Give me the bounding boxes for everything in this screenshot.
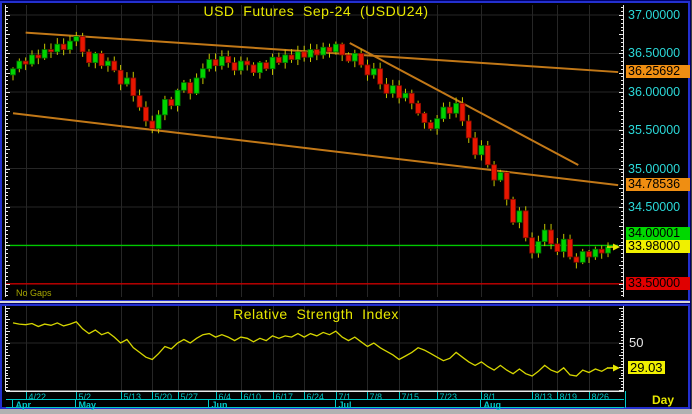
date-tick-label: 7/8: [369, 392, 383, 402]
support-line-price-badge: 34.00001: [626, 226, 690, 240]
date-tick-label: 8/19: [559, 392, 578, 402]
month-label: Aug: [483, 399, 502, 410]
date-tick-label: 5/2: [78, 392, 92, 402]
date-tick-label: 5/20: [154, 392, 173, 402]
lower-trendline-price-badge: 34.78536: [626, 178, 690, 192]
timeframe-button[interactable]: Day: [652, 393, 675, 407]
date-tick-label: 5/13: [123, 392, 142, 402]
date-tick-label: 8/26: [591, 392, 610, 402]
last-price-badge: 33.98000: [626, 239, 690, 253]
price-tick-label: 35.00000: [628, 161, 681, 176]
last-price-arrow-icon: [613, 243, 620, 251]
rsi-title: Relative Strength Index: [233, 306, 399, 322]
date-tick-label: 7/1: [338, 392, 352, 402]
window-separator[interactable]: [0, 301, 690, 303]
month-label: May: [78, 399, 97, 410]
date-tick-label: 5/27: [180, 392, 199, 402]
price-tick-label: 35.50000: [628, 123, 681, 138]
date-tick-label: 6/24: [306, 392, 325, 402]
date-tick-label: 6/10: [243, 392, 262, 402]
date-tick-label: 6/4: [218, 392, 232, 402]
app-background-strip: [0, 409, 692, 414]
price-tick-label: 34.50000: [628, 200, 681, 214]
month-label: Apr: [15, 399, 32, 410]
date-tick-label: 7/23: [439, 392, 458, 402]
date-tick-label: 8/1: [483, 392, 497, 402]
date-tick-label: 8/13: [534, 392, 553, 402]
date-tick-label: 6/17: [275, 392, 294, 402]
rsi-line: [12, 321, 609, 377]
month-label: Jul: [338, 399, 352, 410]
rsi-50-level-label: 50: [629, 335, 644, 350]
price-tick-label: 36.00000: [628, 84, 681, 99]
month-label: Jun: [211, 399, 228, 410]
price-tick-label: 37.00000: [628, 8, 681, 22]
upper-trendline-price-badge: 36.25692: [626, 65, 690, 79]
rsi-arrow-icon: [613, 364, 620, 372]
price-tick-label: 36.50000: [628, 46, 681, 61]
stop-line-price-badge: 33.50000: [626, 276, 690, 290]
rsi-value-badge: 29.03: [628, 360, 665, 375]
chart-title: USD Futures Sep-24 (USDU24): [203, 3, 429, 19]
date-tick-label: 7/15: [401, 392, 420, 402]
no-gaps-label: No Gaps: [16, 288, 52, 298]
date-tick-label: 4/22: [28, 392, 47, 402]
